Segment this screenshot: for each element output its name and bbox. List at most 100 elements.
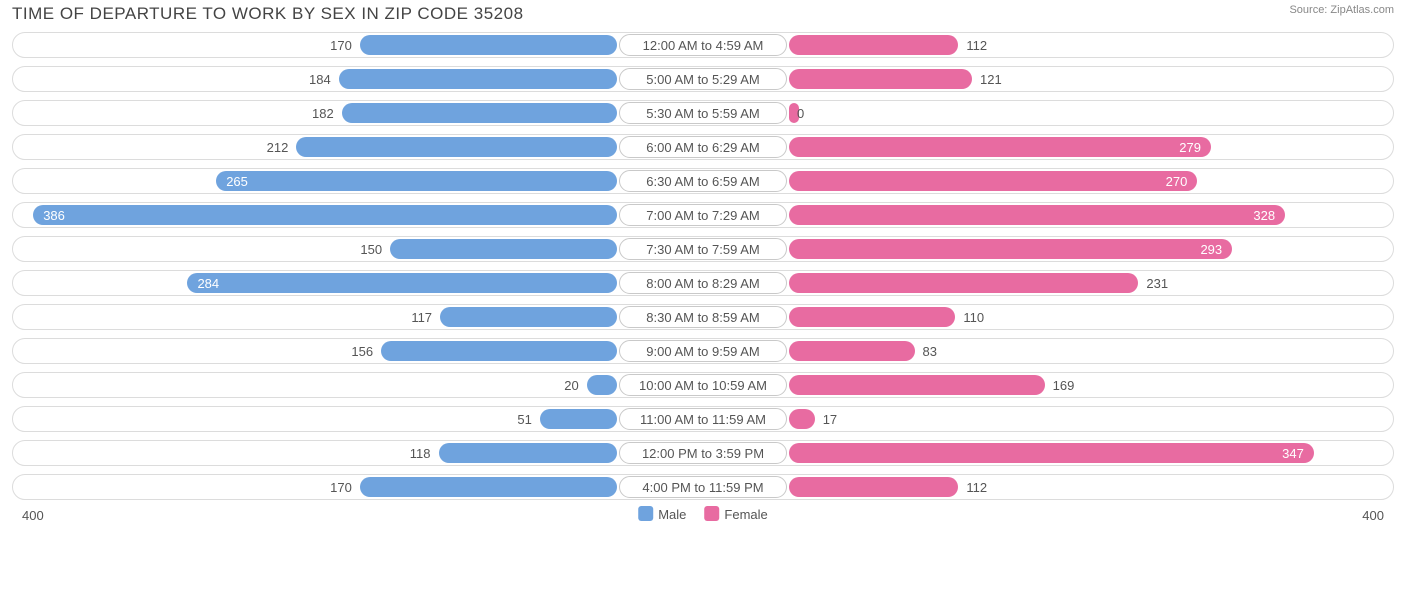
chart-row: 184 1215:00 AM to 5:29 AM bbox=[12, 66, 1394, 92]
row-category-label: 11:00 AM to 11:59 AM bbox=[619, 408, 787, 430]
bar-female: 270 bbox=[789, 171, 1197, 191]
row-left-half: 170 bbox=[12, 32, 703, 58]
value-male: 182 bbox=[312, 100, 334, 126]
chart-body: 17011212:00 AM to 4:59 AM1841215:00 AM t… bbox=[0, 32, 1406, 500]
row-right-half: 279 bbox=[703, 134, 1394, 160]
axis-max-left: 400 bbox=[22, 508, 44, 523]
bar-male: 386 bbox=[33, 205, 617, 225]
bar-male bbox=[360, 477, 617, 497]
bar-male bbox=[540, 409, 617, 429]
row-left-half: 170 bbox=[12, 474, 703, 500]
value-female: 169 bbox=[1053, 372, 1075, 398]
value-male: 118 bbox=[410, 440, 431, 466]
row-category-label: 5:00 AM to 5:29 AM bbox=[619, 68, 787, 90]
row-category-label: 5:30 AM to 5:59 AM bbox=[619, 102, 787, 124]
chart-header: TIME OF DEPARTURE TO WORK BY SEX IN ZIP … bbox=[0, 0, 1406, 32]
value-female: 110 bbox=[963, 304, 984, 330]
bar-male: 284 bbox=[187, 273, 617, 293]
chart-row: 170 112 4:00 PM to 11:59 PM bbox=[12, 474, 1394, 500]
row-left-half: 51 bbox=[12, 406, 703, 432]
bar-male bbox=[360, 35, 617, 55]
row-left-half: 156 bbox=[12, 338, 703, 364]
row-left-half: 118 bbox=[12, 440, 703, 466]
bar-female bbox=[789, 69, 972, 89]
value-male: 20 bbox=[564, 372, 578, 398]
row-left-half: 150 bbox=[12, 236, 703, 262]
row-right-half: 347 bbox=[703, 440, 1394, 466]
row-right-half: 83 bbox=[703, 338, 1394, 364]
row-left-half: 265 bbox=[12, 168, 703, 194]
row-right-half: 112 bbox=[703, 32, 1394, 58]
bar-male bbox=[381, 341, 617, 361]
chart-row: 182 0 5:30 AM to 5:59 AM bbox=[12, 100, 1394, 126]
legend-swatch bbox=[638, 506, 653, 521]
bar-male bbox=[439, 443, 617, 463]
row-category-label: 7:00 AM to 7:29 AM bbox=[619, 204, 787, 226]
chart-row: 156 83 9:00 AM to 9:59 AM bbox=[12, 338, 1394, 364]
row-category-label: 6:30 AM to 6:59 AM bbox=[619, 170, 787, 192]
legend-item: Female bbox=[704, 506, 767, 522]
chart-row: 212 2796:00 AM to 6:29 AM bbox=[12, 134, 1394, 160]
chart-footer: 400 400 MaleFemale bbox=[0, 506, 1406, 534]
row-left-half: 182 bbox=[12, 100, 703, 126]
bar-female: 279 bbox=[789, 137, 1211, 157]
value-female: 83 bbox=[923, 338, 937, 364]
bar-female: 347 bbox=[789, 443, 1314, 463]
bar-female bbox=[789, 375, 1045, 395]
row-right-half: 293 bbox=[703, 236, 1394, 262]
row-category-label: 12:00 PM to 3:59 PM bbox=[619, 442, 787, 464]
row-right-half: 231 bbox=[703, 270, 1394, 296]
chart-row: 118 34712:00 PM to 3:59 PM bbox=[12, 440, 1394, 466]
row-left-half: 20 bbox=[12, 372, 703, 398]
value-female: 0 bbox=[797, 100, 804, 126]
bar-female bbox=[789, 409, 815, 429]
bar-male bbox=[296, 137, 617, 157]
bar-female bbox=[789, 341, 915, 361]
chart-row: 51 17 11:00 AM to 11:59 AM bbox=[12, 406, 1394, 432]
row-right-half: 121 bbox=[703, 66, 1394, 92]
chart-row: 1502937:30 AM to 7:59 AM bbox=[12, 236, 1394, 262]
row-category-label: 9:00 AM to 9:59 AM bbox=[619, 340, 787, 362]
chart-row: 265 2706:30 AM to 6:59 AM bbox=[12, 168, 1394, 194]
row-left-half: 184 bbox=[12, 66, 703, 92]
legend-label: Female bbox=[724, 507, 767, 522]
chart-legend: Male Female bbox=[638, 506, 768, 522]
row-category-label: 8:30 AM to 8:59 AM bbox=[619, 306, 787, 328]
bar-male: 265 bbox=[216, 171, 617, 191]
row-category-label: 6:00 AM to 6:29 AM bbox=[619, 136, 787, 158]
value-female: 231 bbox=[1146, 270, 1168, 296]
bar-female bbox=[789, 273, 1138, 293]
bar-male bbox=[390, 239, 617, 259]
bar-male bbox=[342, 103, 617, 123]
chart-source: Source: ZipAtlas.com bbox=[1289, 4, 1394, 16]
row-category-label: 4:00 PM to 11:59 PM bbox=[619, 476, 787, 498]
value-male: 51 bbox=[517, 406, 531, 432]
row-left-half: 117 bbox=[12, 304, 703, 330]
bar-female: 328 bbox=[789, 205, 1285, 225]
bar-female: 293 bbox=[789, 239, 1232, 259]
value-female: 17 bbox=[823, 406, 837, 432]
chart-row: 2842318:00 AM to 8:29 AM bbox=[12, 270, 1394, 296]
value-male: 170 bbox=[330, 474, 352, 500]
row-left-half: 212 bbox=[12, 134, 703, 160]
bar-male bbox=[587, 375, 617, 395]
chart-row: 117 110 8:30 AM to 8:59 AM bbox=[12, 304, 1394, 330]
legend-label: Male bbox=[658, 507, 686, 522]
row-right-half: 169 bbox=[703, 372, 1394, 398]
row-category-label: 12:00 AM to 4:59 AM bbox=[619, 34, 787, 56]
row-right-half: 17 bbox=[703, 406, 1394, 432]
row-category-label: 10:00 AM to 10:59 AM bbox=[619, 374, 787, 396]
row-right-half: 0 bbox=[703, 100, 1394, 126]
value-female: 112 bbox=[966, 474, 987, 500]
row-right-half: 328 bbox=[703, 202, 1394, 228]
row-left-half: 386 bbox=[12, 202, 703, 228]
value-male: 184 bbox=[309, 66, 331, 92]
legend-swatch bbox=[704, 506, 719, 521]
value-male: 156 bbox=[351, 338, 373, 364]
row-left-half: 284 bbox=[12, 270, 703, 296]
value-male: 117 bbox=[411, 304, 432, 330]
value-male: 150 bbox=[360, 236, 382, 262]
chart-row: 17011212:00 AM to 4:59 AM bbox=[12, 32, 1394, 58]
bar-female bbox=[789, 307, 955, 327]
value-male: 212 bbox=[267, 134, 289, 160]
